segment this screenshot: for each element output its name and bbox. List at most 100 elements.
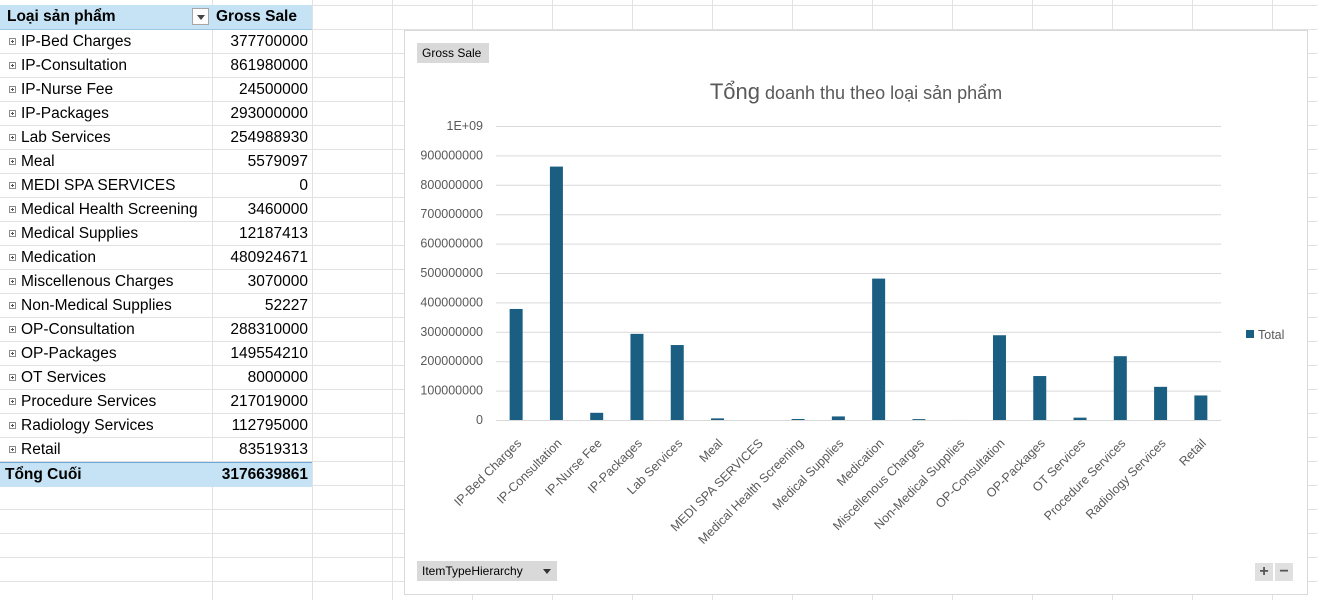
pivot-row-label: IP-Nurse Fee (21, 81, 114, 98)
pivot-row[interactable]: Medication 480924671 (0, 246, 312, 270)
pivot-row[interactable]: Miscellenous Charges 3070000 (0, 270, 312, 294)
pivot-row-value: 861980000 (230, 57, 308, 74)
expand-plus-icon[interactable] (9, 86, 16, 93)
row-filter-dropdown-icon[interactable] (192, 8, 209, 25)
pivot-row-label: Medical Health Screening (21, 201, 198, 218)
expand-field-button[interactable]: + (1255, 563, 1273, 581)
legend-swatch (1246, 330, 1254, 338)
pivot-row-label: OP-Packages (21, 345, 117, 362)
pivot-row[interactable]: OP-Consultation 288310000 (0, 318, 312, 342)
expand-plus-icon[interactable] (9, 158, 16, 165)
expand-plus-icon[interactable] (9, 110, 16, 117)
pivot-row[interactable]: Meal 5579097 (0, 150, 312, 174)
pivot-chart[interactable]: Tổng doanh thu theo loại sản phẩm 0 1000000… (404, 30, 1308, 595)
pivot-row[interactable]: IP-Packages 293000000 (0, 102, 312, 126)
y-tick-label: 400000000 (420, 295, 483, 309)
y-tick-label: 900000000 (420, 148, 483, 162)
y-tick-label: 300000000 (420, 325, 483, 339)
expand-plus-icon[interactable] (9, 374, 16, 381)
expand-plus-icon[interactable] (9, 350, 16, 357)
legend-label: Total (1258, 328, 1284, 342)
expand-plus-icon[interactable] (9, 278, 16, 285)
pivot-row[interactable]: Medical Supplies 12187413 (0, 222, 312, 246)
chevron-down-icon (543, 569, 551, 574)
axis-field-button[interactable]: ItemTypeHierarchy (417, 561, 557, 581)
y-tick-label: 0 (476, 413, 483, 427)
expand-plus-icon[interactable] (9, 326, 16, 333)
pivot-row[interactable]: Medical Health Screening 3460000 (0, 198, 312, 222)
pivot-table: Loại sản phẩm Gross Sale IP-Bed Charges 3… (0, 5, 312, 487)
bar (872, 278, 886, 420)
expand-plus-icon[interactable] (9, 62, 16, 69)
expand-plus-icon[interactable] (9, 422, 16, 429)
pivot-row[interactable]: Radiology Services 112795000 (0, 414, 312, 438)
pivot-row[interactable]: Non-Medical Supplies 52227 (0, 294, 312, 318)
y-tick-label: 100000000 (420, 384, 483, 398)
bar (590, 412, 604, 420)
pivot-row-label: Non-Medical Supplies (21, 297, 172, 314)
expand-plus-icon[interactable] (9, 446, 16, 453)
pivot-row-label: OP-Consultation (21, 321, 135, 338)
pivot-row[interactable]: OP-Packages 149554210 (0, 342, 312, 366)
pivot-row-value: 8000000 (247, 369, 308, 386)
pivot-row-label: Medical Supplies (21, 225, 139, 242)
pivot-row[interactable]: MEDI SPA SERVICES 0 (0, 174, 312, 198)
bar (1154, 386, 1168, 420)
x-tick-label: Meal (697, 436, 726, 465)
grand-total-value: 3176639861 (221, 466, 308, 483)
pivot-row-value: 480924671 (230, 249, 308, 266)
pivot-row-value: 3460000 (247, 201, 308, 218)
expand-plus-icon[interactable] (9, 254, 16, 261)
expand-plus-icon[interactable] (9, 230, 16, 237)
expand-plus-icon[interactable] (9, 38, 16, 45)
pivot-row[interactable]: Lab Services 254988930 (0, 126, 312, 150)
bar (711, 418, 725, 420)
expand-plus-icon[interactable] (9, 302, 16, 309)
expand-plus-icon[interactable] (9, 398, 16, 405)
bar (831, 416, 845, 420)
pivot-row-label: IP-Consultation (21, 57, 127, 74)
bar (630, 333, 644, 420)
pivot-row-value: 24500000 (239, 81, 308, 98)
expand-plus-icon[interactable] (9, 134, 16, 141)
pivot-row-value: 83519313 (239, 441, 308, 458)
pivot-row-value: 254988930 (230, 129, 308, 146)
y-tick-label: 800000000 (420, 178, 483, 192)
pivot-row-label: Meal (21, 153, 55, 170)
row-labels-header: Loại sản phẩm (7, 8, 116, 25)
pivot-row[interactable]: OT Services 8000000 (0, 366, 312, 390)
bar (912, 419, 926, 420)
pivot-row[interactable]: Procedure Services 217019000 (0, 390, 312, 414)
y-tick-label: 1E+09 (447, 119, 484, 133)
chart-title-rest: doanh thu theo loại sản phẩm (765, 83, 1002, 103)
y-tick-label: 200000000 (420, 354, 483, 368)
x-tick-label: IP-Bed Charges (451, 436, 524, 509)
bar (670, 345, 684, 420)
pivot-row-label: Radiology Services (21, 417, 154, 434)
pivot-row[interactable]: IP-Consultation 861980000 (0, 54, 312, 78)
pivot-row-value: 112795000 (231, 417, 308, 434)
x-tick-label: Radiology Services (1083, 436, 1169, 522)
bar (509, 308, 523, 420)
pivot-row[interactable]: Retail 83519313 (0, 438, 312, 462)
bar (1033, 376, 1047, 420)
collapse-field-button[interactable]: − (1275, 563, 1293, 581)
x-tick-label: Medical Supplies (770, 436, 847, 513)
pivot-row-value: 3070000 (247, 273, 308, 290)
expand-plus-icon[interactable] (9, 206, 16, 213)
pivot-row-value: 377700000 (230, 33, 308, 50)
value-field-button[interactable]: Gross Sale (417, 43, 489, 63)
x-tick-label: Retail (1176, 436, 1209, 469)
pivot-row-label: IP-Bed Charges (21, 33, 132, 50)
bar (791, 418, 805, 420)
bar (1113, 356, 1127, 420)
pivot-row[interactable]: IP-Nurse Fee 24500000 (0, 78, 312, 102)
pivot-row[interactable]: IP-Bed Charges 377700000 (0, 30, 312, 54)
pivot-header-row: Loại sản phẩm Gross Sale (0, 5, 312, 30)
grand-total-label: Tổng Cuối (5, 466, 82, 483)
pivot-row-value: 5579097 (247, 153, 308, 170)
y-tick-label: 600000000 (420, 237, 483, 251)
pivot-row-value: 0 (299, 177, 308, 194)
y-tick-label: 500000000 (420, 266, 483, 280)
expand-plus-icon[interactable] (9, 182, 16, 189)
